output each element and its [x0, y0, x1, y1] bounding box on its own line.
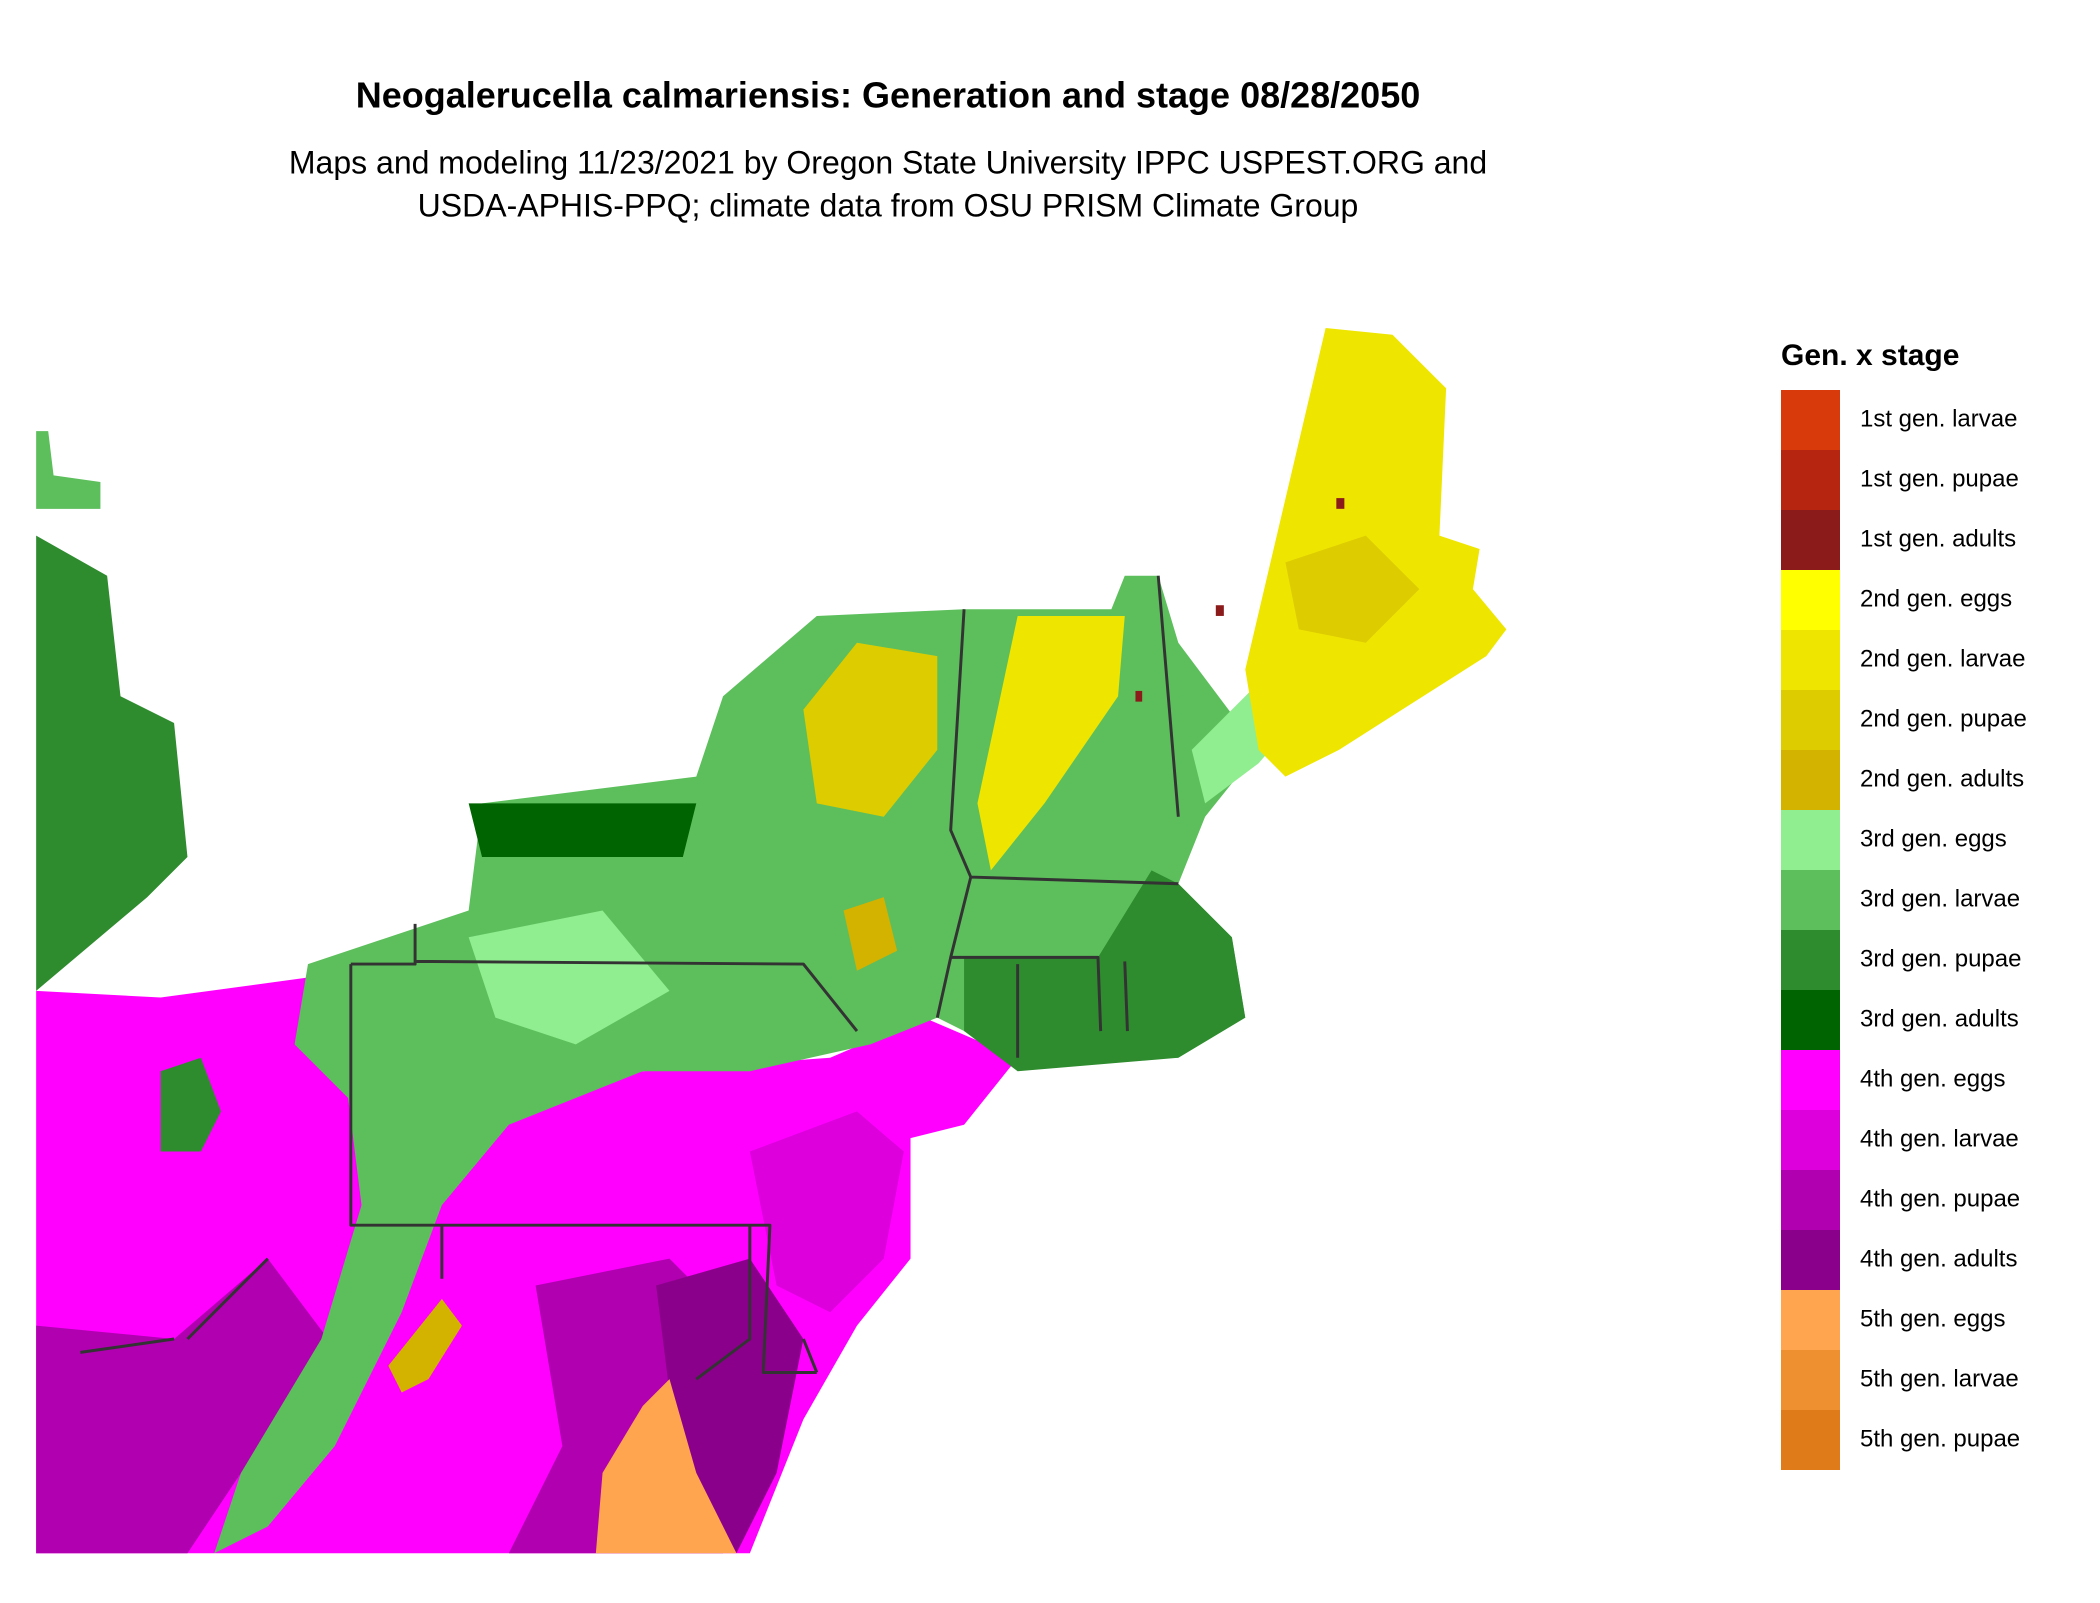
legend-swatch	[1781, 1170, 1840, 1230]
region	[468, 910, 670, 1045]
legend-swatch	[1781, 1050, 1840, 1110]
legend-swatch	[1781, 750, 1840, 810]
region	[595, 1379, 737, 1554]
legend-label: 3rd gen. pupae	[1860, 945, 2021, 972]
legend-label: 3rd gen. eggs	[1860, 825, 2007, 852]
legend-swatch	[1781, 630, 1840, 690]
region	[977, 615, 1125, 871]
legend-swatch	[1781, 690, 1840, 750]
region	[468, 803, 697, 857]
legend-swatch	[1781, 990, 1840, 1050]
legend-swatch	[1781, 870, 1840, 930]
legend-label: 5th gen. eggs	[1860, 1305, 2005, 1332]
legend: 1st gen. larvae 1st gen. pupae 1st gen. ad…	[1781, 390, 2027, 1470]
region	[1135, 690, 1143, 702]
legend-swatch	[1781, 1410, 1840, 1470]
subtitle: Maps and modeling 11/23/2021 by Oregon S…	[289, 144, 1487, 180]
legend-label: 2nd gen. pupae	[1860, 705, 2027, 732]
region	[1336, 498, 1345, 509]
legend-swatch	[1781, 450, 1840, 510]
region	[1215, 605, 1224, 616]
legend-title: Gen. x stage	[1781, 339, 1959, 372]
region	[388, 1298, 462, 1393]
legend-swatch	[1781, 1110, 1840, 1170]
region	[1285, 535, 1420, 643]
region	[160, 1057, 221, 1152]
legend-swatch	[1781, 510, 1840, 570]
legend-label: 5th gen. pupae	[1860, 1425, 2020, 1452]
legend-swatch	[1781, 1290, 1840, 1350]
legend-swatch	[1781, 1230, 1840, 1290]
legend-label: 4th gen. eggs	[1860, 1065, 2005, 1092]
legend-swatch	[1781, 390, 1840, 450]
region	[36, 535, 188, 991]
region	[749, 1111, 904, 1313]
legend-swatch	[1781, 570, 1840, 630]
legend-label: 3rd gen. adults	[1860, 1005, 2019, 1032]
legend-label: 2nd gen. adults	[1860, 765, 2024, 792]
region	[803, 642, 938, 817]
legend-label: 2nd gen. larvae	[1860, 645, 2025, 672]
legend-label: 4th gen. adults	[1860, 1245, 2017, 1272]
region	[36, 1258, 349, 1554]
region	[36, 431, 101, 509]
legend-label: 1st gen. larvae	[1860, 405, 2017, 432]
legend-swatch	[1781, 1350, 1840, 1410]
legend-label: 2nd gen. eggs	[1860, 585, 2012, 612]
legend-swatch	[1781, 810, 1840, 870]
map	[36, 328, 1507, 1554]
region	[843, 897, 898, 971]
legend-swatch	[1781, 930, 1840, 990]
region	[964, 870, 1246, 1072]
legend-label: 5th gen. larvae	[1860, 1365, 2019, 1392]
legend-label: 3rd gen. larvae	[1860, 885, 2020, 912]
legend-label: 4th gen. larvae	[1860, 1125, 2019, 1152]
state-border	[80, 575, 1180, 1381]
title: Neogalerucella calmariensis: Generation …	[356, 75, 1421, 116]
legend-label: 1st gen. adults	[1860, 525, 2016, 552]
legend-label: 4th gen. pupae	[1860, 1185, 2020, 1212]
legend-label: 1st gen. pupae	[1860, 465, 2019, 492]
subtitle: USDA-APHIS-PPQ; climate data from OSU PR…	[418, 187, 1359, 223]
